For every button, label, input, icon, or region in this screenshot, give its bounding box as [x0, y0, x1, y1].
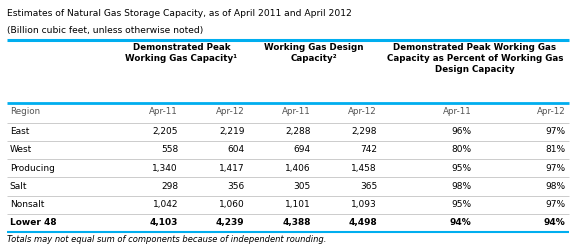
Text: Producing: Producing	[10, 164, 55, 172]
Text: Apr-12: Apr-12	[537, 108, 566, 116]
Text: 96%: 96%	[451, 127, 471, 136]
Text: 305: 305	[294, 182, 310, 191]
Text: 1,101: 1,101	[285, 200, 310, 209]
Text: Totals may not equal sum of components because of independent rounding.: Totals may not equal sum of components b…	[7, 236, 326, 244]
Text: 1,340: 1,340	[153, 164, 178, 172]
Text: 1,060: 1,060	[219, 200, 244, 209]
Text: Apr-11: Apr-11	[442, 108, 471, 116]
Text: Demonstrated Peak Working Gas
Capacity as Percent of Working Gas
Design Capacity: Demonstrated Peak Working Gas Capacity a…	[386, 42, 563, 74]
Text: 94%: 94%	[450, 218, 471, 228]
Text: 97%: 97%	[545, 200, 566, 209]
Text: 1,042: 1,042	[153, 200, 178, 209]
Text: 97%: 97%	[545, 127, 566, 136]
Text: 95%: 95%	[451, 164, 471, 172]
Text: 2,288: 2,288	[285, 127, 310, 136]
Text: 4,388: 4,388	[282, 218, 310, 228]
Text: 558: 558	[161, 146, 178, 154]
Text: 4,103: 4,103	[150, 218, 178, 228]
Text: 356: 356	[227, 182, 244, 191]
Text: Working Gas Design
Capacity²: Working Gas Design Capacity²	[264, 42, 364, 62]
Text: 1,458: 1,458	[351, 164, 377, 172]
Text: (Billion cubic feet, unless otherwise noted): (Billion cubic feet, unless otherwise no…	[7, 26, 203, 35]
Text: 298: 298	[161, 182, 178, 191]
Text: Apr-11: Apr-11	[149, 108, 178, 116]
Text: Apr-12: Apr-12	[215, 108, 244, 116]
Text: 2,298: 2,298	[351, 127, 377, 136]
Text: West: West	[10, 146, 32, 154]
Text: 694: 694	[294, 146, 310, 154]
Text: 1,093: 1,093	[351, 200, 377, 209]
Text: Nonsalt: Nonsalt	[10, 200, 44, 209]
Text: 98%: 98%	[545, 182, 566, 191]
Text: 604: 604	[228, 146, 244, 154]
Text: 94%: 94%	[544, 218, 566, 228]
Text: Demonstrated Peak
Working Gas Capacity¹: Demonstrated Peak Working Gas Capacity¹	[126, 42, 237, 62]
Text: 365: 365	[360, 182, 377, 191]
Text: Apr-11: Apr-11	[282, 108, 310, 116]
Text: 2,205: 2,205	[153, 127, 178, 136]
Text: East: East	[10, 127, 29, 136]
Text: 1,406: 1,406	[285, 164, 310, 172]
Text: 1,417: 1,417	[219, 164, 244, 172]
Text: Region: Region	[10, 108, 40, 116]
Text: 4,239: 4,239	[216, 218, 244, 228]
Text: 98%: 98%	[451, 182, 471, 191]
Text: Lower 48: Lower 48	[10, 218, 56, 228]
Text: 4,498: 4,498	[348, 218, 377, 228]
Text: Apr-12: Apr-12	[348, 108, 377, 116]
Text: 97%: 97%	[545, 164, 566, 172]
Text: 80%: 80%	[451, 146, 471, 154]
Text: Salt: Salt	[10, 182, 27, 191]
Text: 81%: 81%	[545, 146, 566, 154]
Text: Estimates of Natural Gas Storage Capacity, as of April 2011 and April 2012: Estimates of Natural Gas Storage Capacit…	[7, 9, 352, 18]
Text: 2,219: 2,219	[219, 127, 244, 136]
Text: 95%: 95%	[451, 200, 471, 209]
Text: 742: 742	[360, 146, 377, 154]
